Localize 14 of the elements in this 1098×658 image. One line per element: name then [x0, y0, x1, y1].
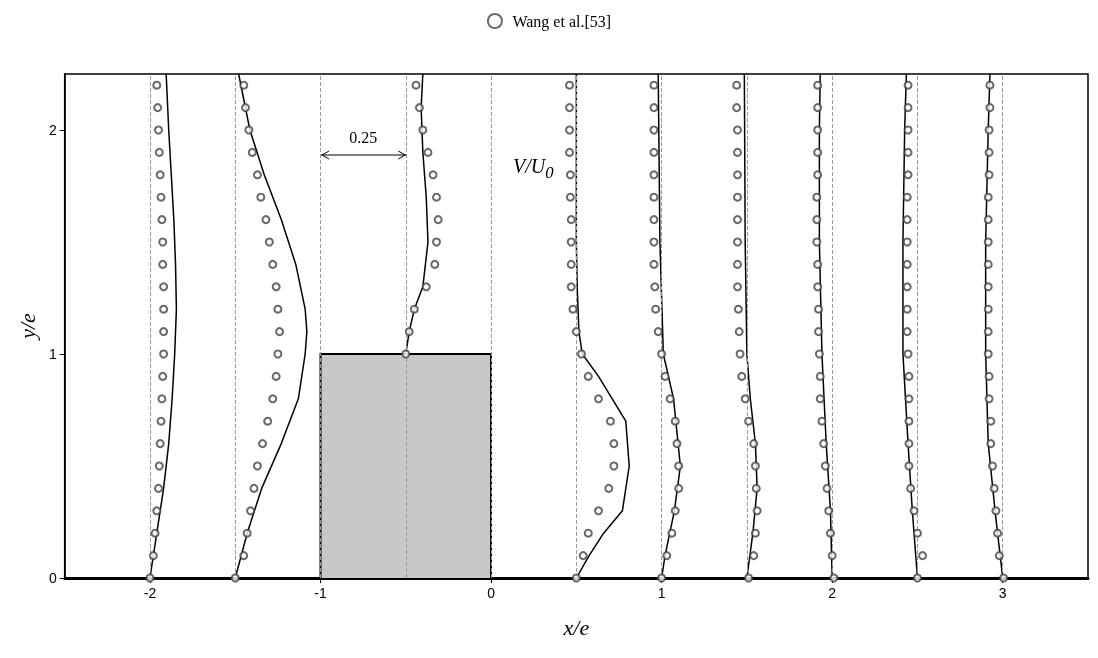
- y-axis-title: y/e: [14, 312, 40, 341]
- x-tick-label: 1: [657, 585, 666, 601]
- x-tick-label: -2: [143, 585, 157, 601]
- annotation: V/U$_{0}$: [513, 154, 554, 183]
- y-tick-label: 2: [48, 122, 57, 138]
- x-tick-label: 2: [828, 585, 837, 601]
- x-tick-label: 0: [487, 585, 496, 601]
- x-axis-title: x/e: [562, 614, 590, 640]
- x-tick-label: 3: [998, 585, 1007, 601]
- annotation: 0.25: [349, 128, 378, 147]
- legend-label: Wang et al.[53]: [512, 12, 612, 31]
- y-tick-label: 1: [48, 346, 57, 362]
- x-tick-label: -1: [314, 585, 327, 601]
- y-tick-label: 0: [48, 570, 57, 586]
